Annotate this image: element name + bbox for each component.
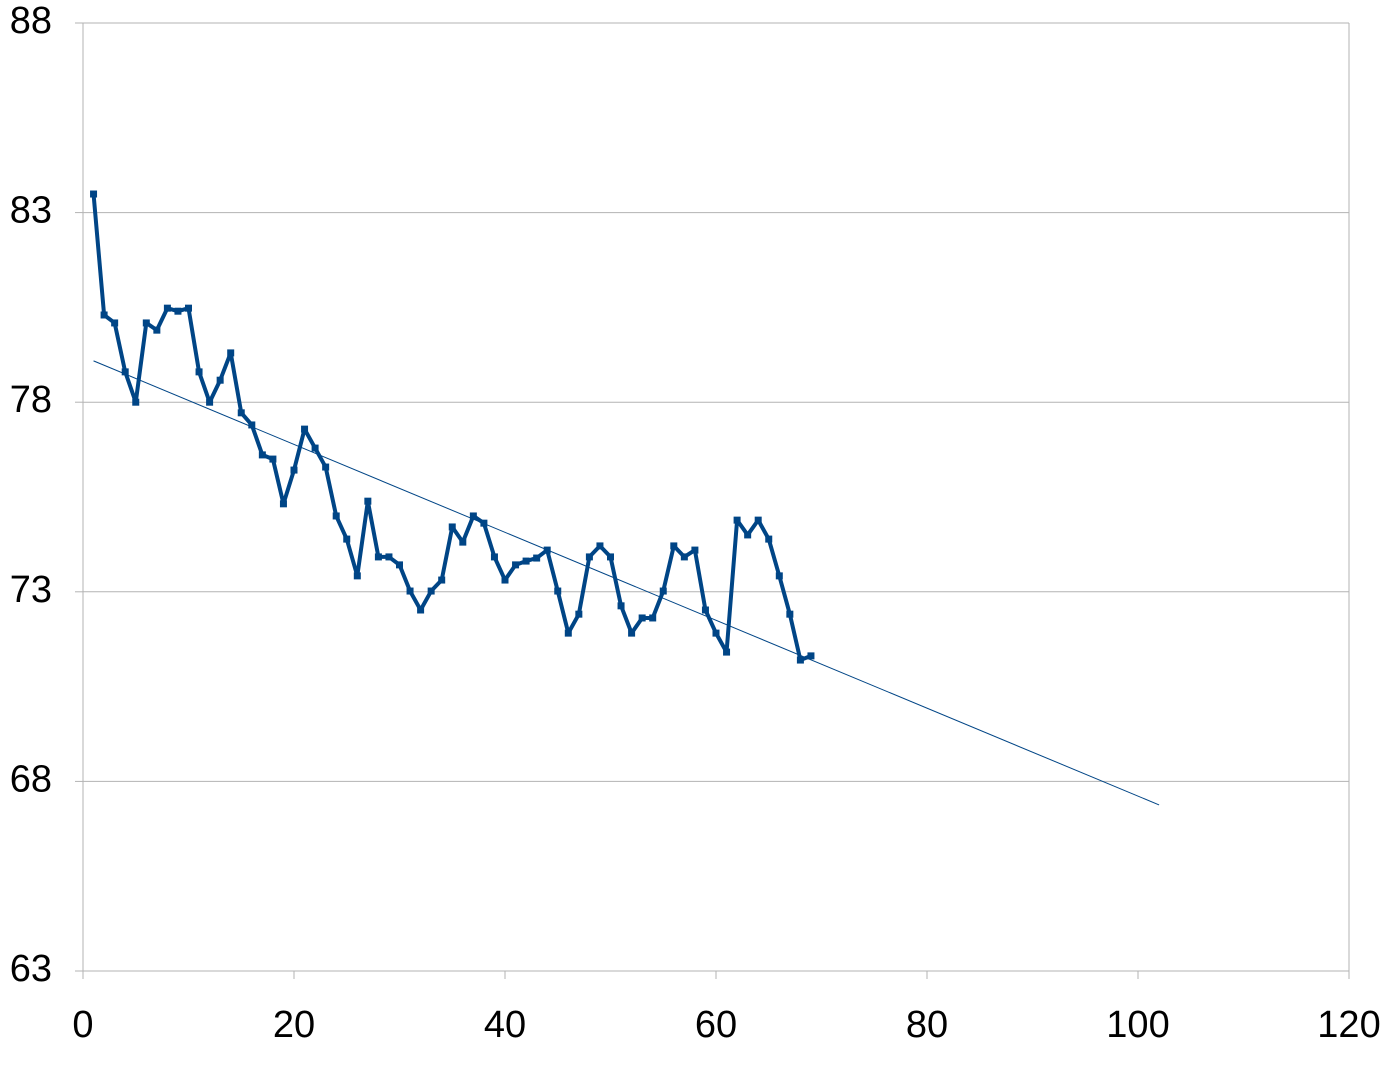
point — [142, 319, 150, 327]
point — [459, 538, 467, 546]
point — [691, 546, 699, 554]
x-tick-label: 120 — [1317, 1004, 1380, 1046]
series-line — [91, 193, 812, 663]
point — [575, 610, 583, 618]
point — [448, 523, 456, 531]
point — [807, 652, 815, 660]
point — [374, 553, 382, 561]
point — [490, 553, 498, 561]
point — [258, 451, 266, 459]
x-tick-label: 60 — [695, 1004, 737, 1046]
point — [543, 546, 551, 554]
point — [406, 587, 414, 595]
point — [796, 656, 804, 664]
point — [638, 614, 646, 622]
point — [269, 455, 277, 463]
point — [533, 554, 541, 562]
y-tick-label: 63 — [10, 948, 52, 990]
point — [649, 614, 657, 622]
point — [206, 398, 214, 406]
point — [585, 553, 593, 561]
point — [628, 629, 636, 637]
point — [712, 629, 720, 637]
point — [385, 553, 393, 561]
point — [227, 349, 235, 357]
x-tick-label: 20 — [273, 1004, 315, 1046]
point — [723, 648, 731, 656]
y-tick-label: 83 — [10, 190, 52, 232]
point — [765, 535, 773, 543]
point — [279, 500, 287, 508]
point — [501, 576, 509, 584]
point — [512, 561, 520, 569]
point — [438, 576, 446, 584]
x-tick-label: 100 — [1106, 1004, 1169, 1046]
point — [237, 409, 245, 417]
point — [185, 304, 192, 312]
point — [216, 376, 224, 384]
point — [744, 531, 752, 539]
y-tick-label: 88 — [10, 0, 52, 42]
point — [786, 610, 794, 618]
x-tick-label: 0 — [72, 1004, 93, 1046]
point — [311, 444, 319, 452]
y-tick-label: 73 — [10, 569, 52, 611]
point — [121, 368, 129, 376]
point — [195, 368, 203, 376]
point — [396, 561, 403, 569]
x-tick-label: 40 — [484, 1004, 526, 1046]
point — [364, 497, 372, 505]
point — [775, 572, 783, 580]
point — [290, 466, 298, 474]
point — [670, 542, 678, 550]
point — [733, 516, 741, 524]
point — [132, 398, 140, 406]
point — [617, 602, 625, 610]
point — [163, 304, 171, 312]
trendline — [93, 360, 1160, 806]
point — [659, 587, 667, 595]
point — [596, 542, 604, 550]
point — [332, 512, 340, 520]
point — [111, 319, 119, 327]
point — [322, 463, 330, 471]
point — [480, 519, 488, 527]
point — [301, 425, 309, 433]
point — [153, 326, 161, 334]
point — [353, 572, 361, 580]
point — [427, 587, 435, 595]
point — [100, 311, 108, 319]
x-tick-label: 80 — [906, 1004, 948, 1046]
point — [469, 512, 477, 520]
point — [174, 307, 182, 315]
point — [564, 629, 572, 637]
point — [680, 553, 688, 561]
y-tick-label: 68 — [10, 758, 52, 800]
point — [90, 190, 98, 198]
point — [417, 606, 425, 614]
point — [248, 421, 256, 429]
point — [607, 553, 614, 561]
point — [754, 516, 762, 524]
point — [343, 535, 351, 543]
point — [554, 587, 562, 595]
point — [701, 606, 709, 614]
point — [522, 557, 530, 565]
y-tick-label: 78 — [10, 379, 52, 421]
